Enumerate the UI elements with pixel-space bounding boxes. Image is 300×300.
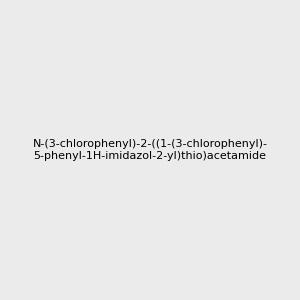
Text: N-(3-chlorophenyl)-2-((1-(3-chlorophenyl)-
5-phenyl-1H-imidazol-2-yl)thio)acetam: N-(3-chlorophenyl)-2-((1-(3-chlorophenyl…	[32, 139, 268, 161]
